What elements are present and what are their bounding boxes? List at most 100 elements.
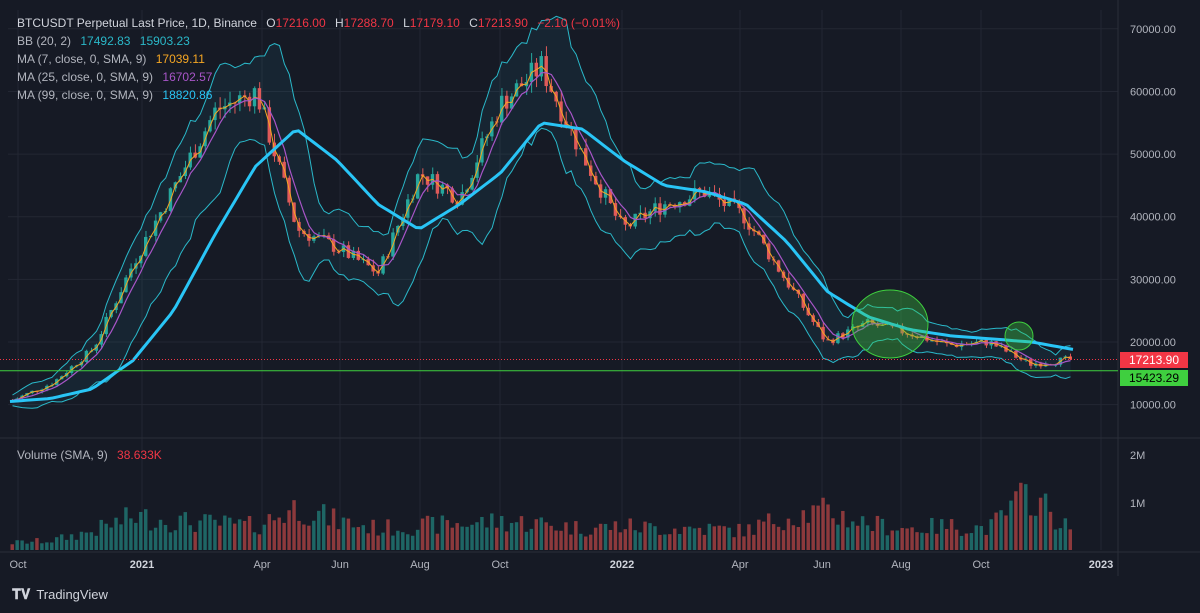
volume-bar xyxy=(875,515,880,550)
volume-bar xyxy=(974,525,979,550)
volume-bar xyxy=(1058,528,1063,550)
volume-bar xyxy=(514,522,519,550)
volume-bar xyxy=(430,517,435,550)
volume-bar xyxy=(870,531,875,550)
volume-bar xyxy=(771,524,776,550)
volume-bar xyxy=(677,533,682,550)
x-tick-label: 2021 xyxy=(130,559,154,571)
volume-tick-label: 1M xyxy=(1130,498,1145,510)
ohlc-values: O17216.00 H17288.70 L17179.10 C17213.90 … xyxy=(266,16,620,30)
volume-bar xyxy=(623,529,628,550)
volume-bar xyxy=(401,532,405,550)
volume-bar xyxy=(450,527,454,550)
volume-bar xyxy=(737,523,741,550)
volume-bar xyxy=(588,534,593,550)
volume-bar xyxy=(658,534,662,550)
volume-bar xyxy=(989,519,993,550)
volume-bar xyxy=(203,514,207,550)
volume-bar xyxy=(648,523,652,550)
volume-bar xyxy=(490,513,494,550)
volume-bar xyxy=(949,519,954,550)
volume-bar xyxy=(786,518,791,550)
volume-bar xyxy=(638,532,642,550)
volume-bar xyxy=(954,529,959,550)
x-tick-label: Aug xyxy=(410,559,430,571)
indicator-ma25[interactable]: MA (25, close, 0, SMA, 9) 16702.57 xyxy=(17,70,213,84)
volume-bar xyxy=(1038,497,1043,550)
volume-bar xyxy=(663,534,667,550)
x-tick-label: Oct xyxy=(491,559,508,571)
volume-bar xyxy=(509,522,514,550)
volume-bar xyxy=(237,519,242,550)
volume-bar xyxy=(173,530,178,550)
indicator-ma99[interactable]: MA (99, close, 0, SMA, 9) 18820.86 xyxy=(17,88,213,102)
volume-bar xyxy=(885,535,890,550)
volume-bar xyxy=(593,527,598,550)
x-tick-label: 2023 xyxy=(1089,559,1113,571)
volume-bar xyxy=(712,526,717,550)
y-tick-label: 70000.00 xyxy=(1130,24,1176,36)
volume-bar xyxy=(371,519,375,550)
volume-bar xyxy=(465,526,469,550)
volume-bar xyxy=(307,525,311,550)
volume-bar xyxy=(178,515,183,550)
volume-bar xyxy=(940,519,944,550)
volume-bar xyxy=(420,518,425,550)
volume-bar xyxy=(54,537,59,550)
volume-bar xyxy=(534,519,539,550)
volume-bar xyxy=(376,535,380,550)
ma99-line xyxy=(9,121,1074,403)
volume-bar xyxy=(168,532,173,550)
volume-bar xyxy=(905,528,909,550)
volume-bar xyxy=(752,534,756,550)
volume-bar xyxy=(326,525,331,550)
volume-bar xyxy=(554,530,558,550)
indicator-bb[interactable]: BB (20, 2) 17492.83 15903.23 xyxy=(17,34,190,48)
volume-bar xyxy=(74,539,79,550)
volume-bar xyxy=(317,510,321,550)
volume-bar xyxy=(40,543,44,550)
volume-bar xyxy=(504,531,509,550)
volume-bar xyxy=(806,522,810,550)
volume-bar xyxy=(410,535,415,550)
volume-bar xyxy=(643,521,647,550)
volume-bar xyxy=(59,534,64,550)
x-tick-label: Jun xyxy=(813,559,831,571)
volume-legend[interactable]: Volume (SMA, 9) 38.633K xyxy=(17,448,162,462)
x-tick-label: Jun xyxy=(331,559,349,571)
volume-bar xyxy=(475,522,479,550)
volume-bar xyxy=(826,504,830,550)
volume-bar xyxy=(470,524,474,550)
volume-bar xyxy=(129,518,133,550)
y-tick-label: 30000.00 xyxy=(1130,274,1176,286)
volume-bar xyxy=(727,527,731,550)
volume-bar xyxy=(569,534,573,550)
indicator-ma7[interactable]: MA (7, close, 0, SMA, 9) 17039.11 xyxy=(17,52,205,66)
volume-bar xyxy=(183,512,187,550)
volume-bar xyxy=(673,528,677,550)
y-tick-label: 10000.00 xyxy=(1130,400,1176,412)
volume-bar xyxy=(633,530,637,550)
volume-bar xyxy=(865,525,870,550)
volume-bar xyxy=(836,524,840,550)
volume-bar xyxy=(232,523,237,550)
volume-bar xyxy=(762,521,766,550)
volume-bar xyxy=(930,517,934,550)
volume-bar xyxy=(964,533,969,550)
volume-bar xyxy=(495,527,499,550)
footer-band xyxy=(0,577,1200,613)
volume-bar xyxy=(579,533,583,550)
volume-bar xyxy=(223,515,227,550)
volume-bar xyxy=(396,530,400,550)
volume-bar xyxy=(104,523,108,550)
volume-bar xyxy=(109,527,113,550)
volume-bar xyxy=(208,514,212,550)
bollinger-lower xyxy=(12,127,1071,409)
volume-bar xyxy=(218,525,222,550)
volume-bar xyxy=(821,497,825,550)
x-tick-label: Aug xyxy=(891,559,911,571)
volume-bar xyxy=(257,534,262,550)
volume-bar xyxy=(143,509,148,550)
volume-bar xyxy=(890,530,895,550)
